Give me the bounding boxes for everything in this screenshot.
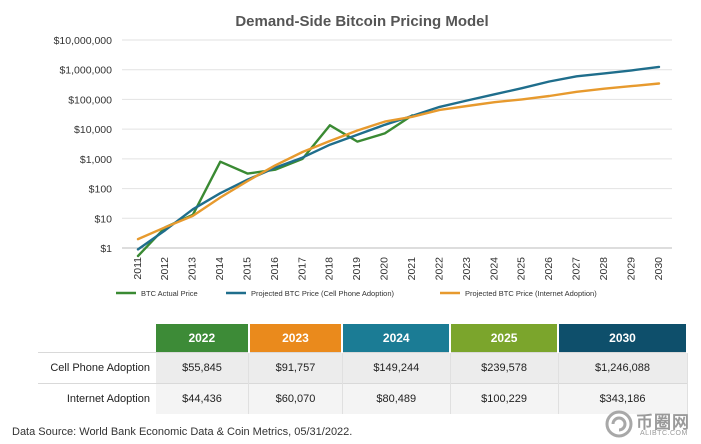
table-cell: $100,229 <box>450 383 559 414</box>
x-tick-label: 2023 <box>461 257 473 281</box>
x-tick-label: 2026 <box>543 257 555 281</box>
x-tick-label: 2019 <box>351 257 363 281</box>
price-table: 2022 2023 2024 2025 2030 Cell Phone Adop… <box>38 324 688 414</box>
x-tick-label: 2012 <box>159 257 171 281</box>
x-tick-label: 2022 <box>433 257 445 281</box>
table-cell: $239,578 <box>450 352 559 384</box>
table-header-2025: 2025 <box>450 324 560 353</box>
x-tick-label: 2015 <box>241 257 253 281</box>
series-line-3 <box>136 82 661 241</box>
table-cell: $80,489 <box>342 383 451 414</box>
x-tick-label: 2018 <box>324 257 336 281</box>
row-label: Cell Phone Adoption <box>38 352 156 384</box>
x-tick-label: 2025 <box>516 257 528 281</box>
table-corner <box>38 324 156 353</box>
table-header-2030: 2030 <box>558 324 688 353</box>
series-line-2 <box>136 65 661 251</box>
x-tick-label: 2029 <box>625 257 637 281</box>
row-label: Internet Adoption <box>38 383 156 414</box>
x-tick-label: 2016 <box>269 257 281 281</box>
series-lines <box>136 65 661 258</box>
table-header-2022: 2022 <box>156 324 250 353</box>
table-cell: $55,845 <box>156 352 250 384</box>
watermark-logo-icon <box>605 410 633 438</box>
table-header-row: 2022 2023 2024 2025 2030 <box>38 324 688 353</box>
x-tick-label: 2030 <box>653 257 665 281</box>
y-tick-label: $10,000 <box>74 124 112 136</box>
y-tick-label: $10,000,000 <box>54 35 113 47</box>
x-tick-label: 2024 <box>488 257 500 281</box>
x-tick-label: 2028 <box>598 257 610 281</box>
x-axis: 2011 2012 2013 2014 2015 2016 2017 2018 2019 2020… <box>132 257 665 281</box>
table-cell: $343,186 <box>558 383 688 414</box>
table-cell: $44,436 <box>156 383 250 414</box>
y-axis: $1 $10 $100 $1,000 $10,000 $100,000 $1,000,000… <box>54 35 113 255</box>
watermark-subtext: ALIBTC.COM <box>640 430 688 437</box>
legend-label-2: Projected BTC Price (Cell Phone Adoption… <box>251 289 394 298</box>
x-tick-label: 2021 <box>406 257 418 281</box>
y-tick-label: $100 <box>89 184 113 196</box>
chart: Demand-Side Bitcoin Pricing Model $1$10$… <box>54 13 672 298</box>
grid <box>122 39 672 249</box>
series-line-1 <box>136 114 414 258</box>
x-tick-label: 2013 <box>187 257 199 281</box>
x-tick-label: 2011 <box>132 257 144 280</box>
table-row: Internet Adoption $44,436 $60,070 $80,48… <box>38 383 688 414</box>
x-tick-label: 2027 <box>571 257 583 281</box>
legend-label-1: BTC Actual Price <box>141 289 198 298</box>
x-tick-label: 2017 <box>296 257 308 281</box>
y-tick-label: $1,000,000 <box>59 65 112 77</box>
legend-label-3: Projected BTC Price (Internet Adoption) <box>465 289 597 298</box>
watermark: 币圈网 ALIBTC.COM <box>604 408 696 442</box>
watermark-text: 币圈网 <box>636 413 690 432</box>
chart-title: Demand-Side Bitcoin Pricing Model <box>235 13 488 30</box>
y-tick-label: $100,000 <box>68 94 112 106</box>
table-header-2023: 2023 <box>248 324 344 353</box>
table-cell: $149,244 <box>342 352 451 384</box>
data-source-note: Data Source: World Bank Economic Data & … <box>12 426 353 438</box>
table-row: Cell Phone Adoption $55,845 $91,757 $149… <box>38 352 688 384</box>
x-tick-label: 2020 <box>379 257 391 281</box>
y-tick-label: $1,000 <box>80 154 112 166</box>
table-cell: $1,246,088 <box>558 352 688 384</box>
y-tick-label: $1 <box>100 243 112 255</box>
table-cell: $60,070 <box>248 383 343 414</box>
x-tick-label: 2014 <box>214 257 226 281</box>
table-cell: $91,757 <box>248 352 343 384</box>
legend: BTC Actual Price Projected BTC Price (Cel… <box>116 289 597 298</box>
y-tick-label: $10 <box>94 213 112 225</box>
table-header-2024: 2024 <box>342 324 452 353</box>
